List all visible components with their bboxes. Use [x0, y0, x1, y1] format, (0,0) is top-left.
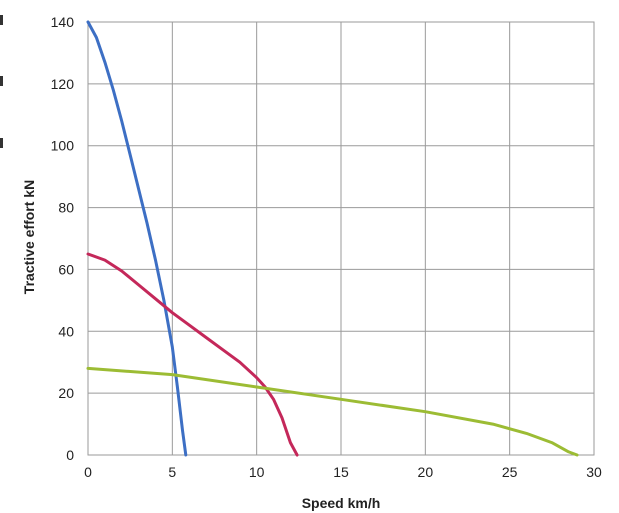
- edge-mark: [0, 138, 3, 148]
- edge-mark: [0, 15, 3, 25]
- x-tick-label: 0: [84, 464, 92, 480]
- x-tick-label: 30: [586, 464, 602, 480]
- series-line-2: [86, 252, 299, 457]
- y-axis-label: Tractive effort kN: [21, 180, 37, 294]
- y-tick-label: 0: [66, 447, 74, 463]
- left-edge-marks: [0, 15, 3, 148]
- x-axis-label: Speed km/h: [302, 495, 381, 511]
- grid: [87, 21, 595, 456]
- y-tick-label: 80: [58, 200, 74, 216]
- y-tick-label: 140: [51, 14, 75, 30]
- series-line-1: [86, 20, 188, 457]
- x-tick-label: 25: [502, 464, 518, 480]
- y-tick-label: 60: [58, 261, 74, 277]
- x-tick-label: 5: [168, 464, 176, 480]
- y-tick-label: 120: [51, 76, 75, 92]
- x-tick-label: 10: [249, 464, 265, 480]
- y-tick-label: 20: [58, 385, 74, 401]
- series-line-3: [86, 366, 579, 457]
- edge-mark: [0, 76, 3, 86]
- y-tick-label: 100: [51, 138, 75, 154]
- tick-labels: 0 5 10 15 20 25 30 0 20 40 60 80 100 120 140: [51, 14, 602, 480]
- series-layer: [86, 20, 579, 457]
- x-tick-label: 20: [418, 464, 434, 480]
- y-tick-label: 40: [58, 323, 74, 339]
- x-tick-label: 15: [333, 464, 349, 480]
